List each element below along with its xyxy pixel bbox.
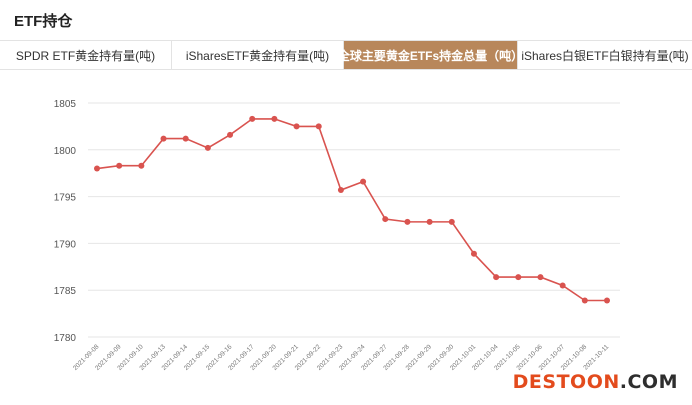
data-point [182, 135, 189, 142]
data-point [360, 178, 367, 185]
series-line [96, 118, 607, 302]
watermark: DESTOON.COM [513, 371, 678, 393]
y-tick-label: 1805 [54, 99, 77, 110]
page-title: ETF持仓 [14, 13, 73, 30]
data-point [448, 218, 455, 225]
data-point [94, 165, 100, 172]
data-point [537, 274, 544, 281]
y-tick-label: 1795 [54, 193, 77, 204]
watermark-brand: DESTOON [512, 371, 620, 393]
y-tick-label: 1785 [54, 286, 77, 297]
y-tick-label: 1800 [54, 146, 77, 157]
data-point [337, 187, 344, 194]
data-point [426, 218, 433, 225]
data-point [515, 274, 522, 281]
data-point [138, 162, 145, 169]
data-point [293, 123, 300, 130]
watermark-domain: .COM [619, 371, 678, 393]
y-tick-label: 1790 [54, 239, 77, 250]
data-point [382, 216, 389, 223]
tab-global-gold-etfs[interactable]: 全球主要黄金ETFs持金总量（吨） [338, 41, 523, 69]
tab-spdr-gold[interactable]: SPDR ETF黄金持有量(吨) [0, 41, 172, 69]
data-point [581, 297, 588, 304]
data-point [227, 131, 234, 138]
data-point [470, 250, 477, 257]
tab-bar: SPDR ETF黄金持有量(吨) iSharesETF黄金持有量(吨) 全球主要… [0, 40, 692, 70]
data-point [315, 123, 322, 130]
data-point [249, 115, 256, 122]
data-point [271, 115, 278, 122]
data-point [604, 297, 610, 304]
data-point [404, 218, 411, 225]
y-tick-label: 1780 [54, 333, 77, 344]
tab-ishares-silver[interactable]: iShares白银ETF白银持有量(吨) [521, 48, 689, 63]
data-point [160, 135, 167, 142]
data-point [493, 274, 500, 281]
data-point [204, 144, 211, 151]
holdings-line-chart: 1780178517901795180018052021-09-082021-0… [54, 99, 620, 372]
tab-ishares-gold[interactable]: iSharesETF黄金持有量(吨) [172, 41, 344, 69]
data-point [559, 282, 566, 289]
data-point [116, 162, 123, 169]
